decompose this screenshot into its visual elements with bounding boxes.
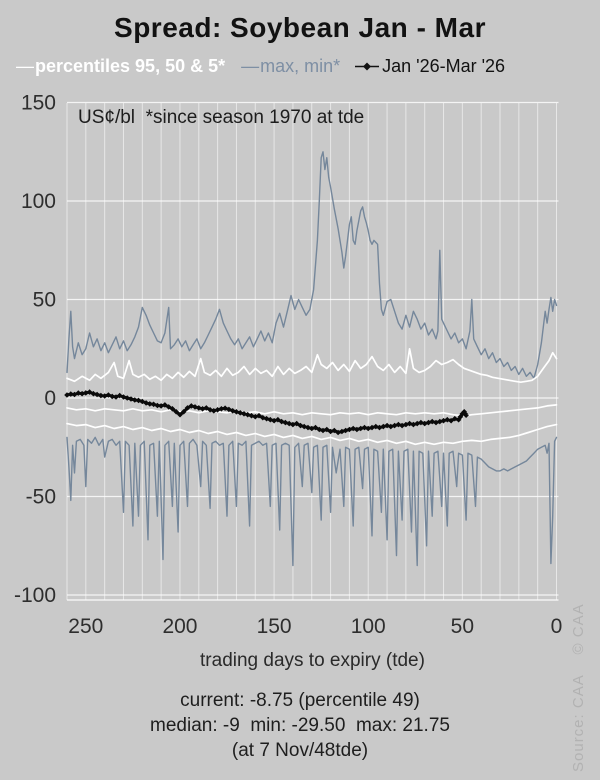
y-tick-label: 100 <box>21 190 56 213</box>
stat-asof: (at 7 Nov/48tde) <box>231 740 369 761</box>
source-credit: Source: CAA © CAA <box>570 603 587 772</box>
x-tick-label: 150 <box>257 615 292 638</box>
y-tick-label: -100 <box>14 584 56 607</box>
series-current-markers <box>64 389 469 436</box>
legend-label-maxmin: max, min* <box>260 56 341 76</box>
percentile-line-swatch-icon: — <box>16 56 34 76</box>
series-percentile5 <box>66 422 558 446</box>
series-percentile95 <box>66 347 558 384</box>
legend-item-maxmin: — max, min* <box>241 56 340 77</box>
legend-item-percentiles: — percentiles 95, 50 & 5* <box>16 56 225 77</box>
x-tick-label: 200 <box>162 615 197 638</box>
legend-label-percentiles: percentiles 95, 50 & 5* <box>35 56 226 76</box>
legend: — percentiles 95, 50 & 5* — max, min* Ja… <box>16 56 594 77</box>
y-tick-label: 50 <box>33 289 56 312</box>
series-max <box>66 151 558 379</box>
units-annotation: US¢/bl *since season 1970 at tde <box>78 107 365 128</box>
x-tick-label: 250 <box>68 615 103 638</box>
y-tick-label: -50 <box>26 486 56 509</box>
y-tick-label: 0 <box>44 387 56 410</box>
stats-footer: current: -8.75 (percentile 49) median: -… <box>0 688 600 763</box>
stat-median-min-max: median: -9 min: -29.50 max: 21.75 <box>150 715 450 736</box>
legend-label-current: Jan '26-Mar '26 <box>382 56 506 76</box>
x-axis-title: trading days to expiry (tde) <box>200 650 425 671</box>
series-percentile50 <box>66 404 558 417</box>
stat-current: current: -8.75 (percentile 49) <box>180 690 420 711</box>
series-min <box>66 436 558 567</box>
maxmin-line-swatch-icon: — <box>241 56 260 76</box>
y-tick-label: 150 <box>21 92 56 115</box>
x-tick-label: 100 <box>351 615 386 638</box>
page-title: Spread: Soybean Jan - Mar <box>114 12 486 43</box>
x-tick-label: 50 <box>451 615 474 638</box>
line-diamond-icon <box>355 62 380 71</box>
legend-item-current: Jan '26-Mar '26 <box>354 56 505 77</box>
x-tick-label: 0 <box>551 615 563 638</box>
